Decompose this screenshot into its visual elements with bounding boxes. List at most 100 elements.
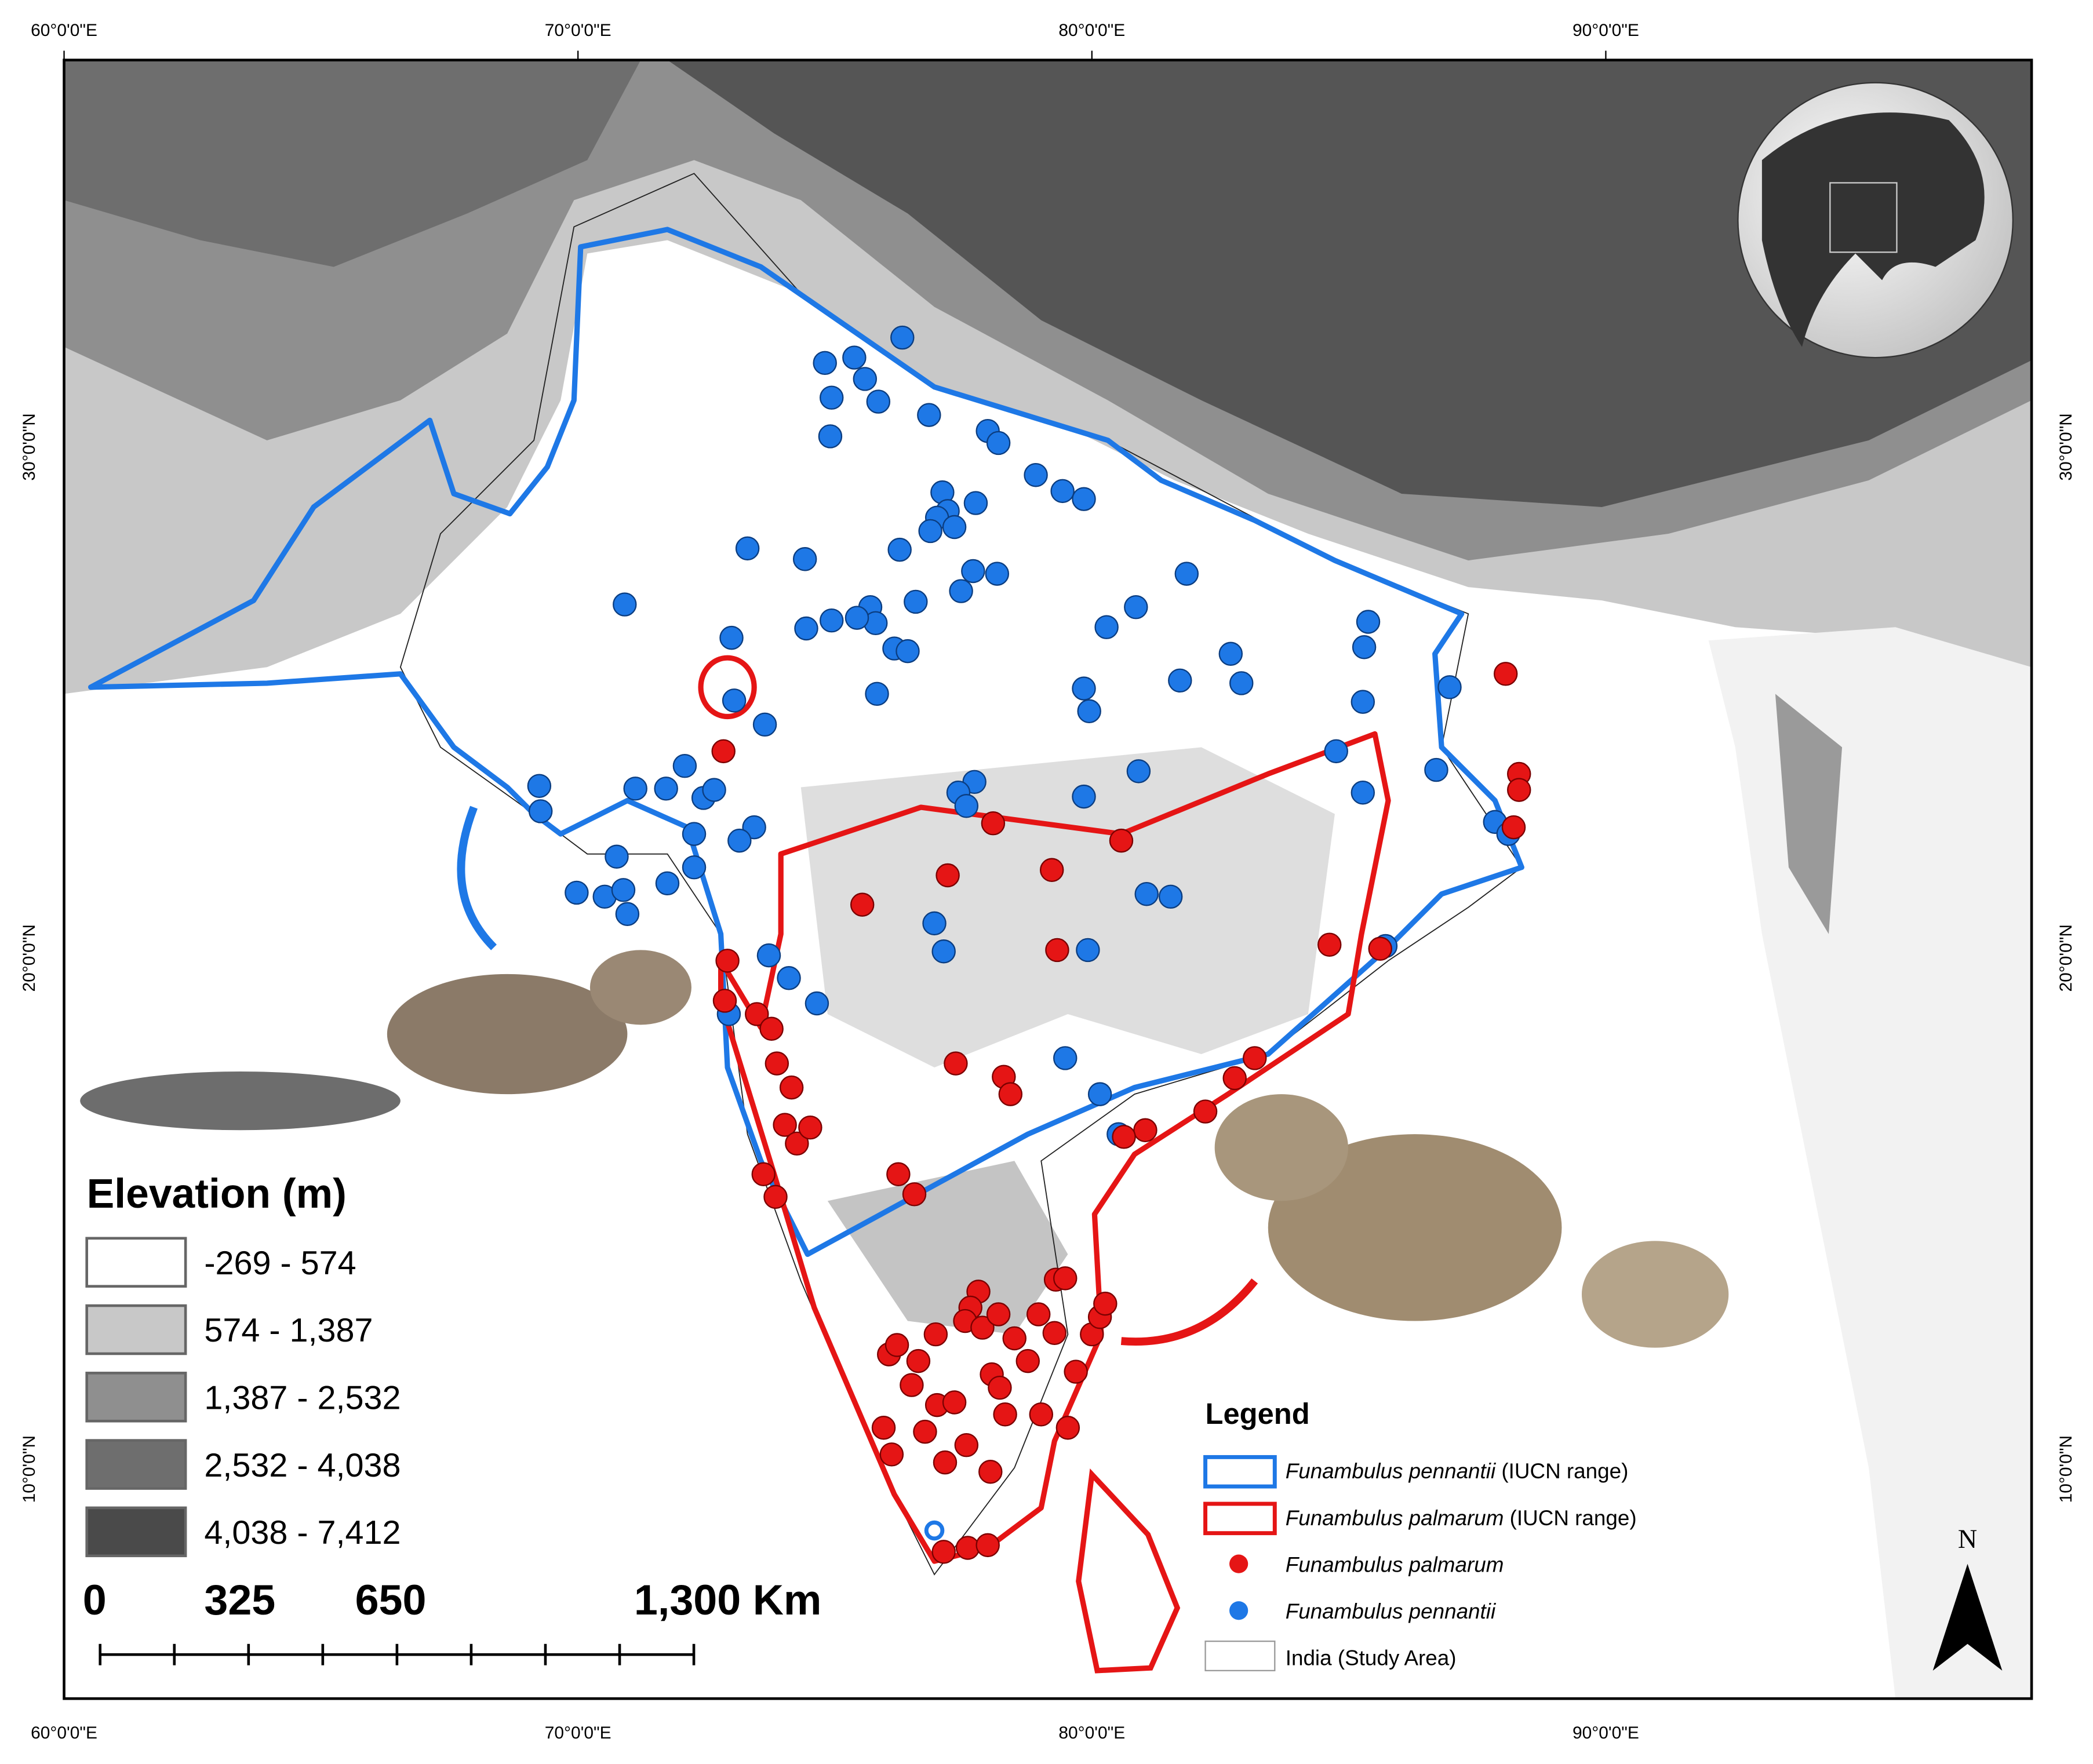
pennantii-point (527, 774, 552, 798)
legend-label: Funambulus pennantii (IUCN range) (1286, 1459, 1629, 1483)
pennantii-point (792, 547, 817, 571)
pennantii-point (917, 403, 941, 427)
pennantii-point (1050, 479, 1075, 504)
elevation-class: -269 - 574 (204, 1245, 356, 1282)
lon-label-top: 70°0'0"E (545, 21, 611, 40)
palmarum-point (850, 892, 875, 917)
pennantii-point (1072, 784, 1096, 809)
palmarum-range-small (698, 655, 757, 720)
palmarum-point (1064, 1360, 1088, 1384)
legend-species: Funambulus palmarum (1286, 1552, 1504, 1576)
pennantii-point (672, 753, 697, 778)
legend-label: Funambulus palmarum (IUCN range) (1286, 1506, 1637, 1530)
palmarum-point (1045, 938, 1069, 963)
pennantii-point (1352, 635, 1377, 659)
elevation-swatch (85, 1304, 187, 1355)
legend-species: Funambulus pennantii (1286, 1459, 1497, 1483)
pennantii-point (1077, 699, 1101, 723)
pennantii-point (1174, 562, 1199, 586)
palmarum-point (1053, 1266, 1078, 1291)
legend-note: (IUCN range) (1504, 1506, 1636, 1530)
palmarum-point (900, 1373, 924, 1397)
pennantii-point (866, 389, 891, 414)
palmarum-point (1002, 1326, 1027, 1351)
pennantii-point (1158, 884, 1183, 909)
pennantii-point (1134, 881, 1159, 906)
palmarum-point (1093, 1291, 1118, 1316)
pennantii-point (528, 799, 553, 823)
pennantii-point (1229, 671, 1254, 695)
palmarum-point (906, 1348, 931, 1373)
lat-label-right: 20°0'0"N (2056, 924, 2076, 992)
elevation-class: 4,038 - 7,412 (204, 1514, 401, 1551)
pennantii-point (722, 688, 747, 713)
palmarum-range-srilanka (1076, 1468, 1181, 1674)
globe-inset (1737, 82, 2014, 359)
lat-label-right: 10°0'0"N (2056, 1435, 2076, 1503)
pennantii-point (777, 966, 801, 990)
pennantii-point (615, 902, 640, 926)
pennantii-point (985, 562, 1010, 586)
pennantii-point (896, 639, 920, 664)
pennantii-point (922, 911, 947, 936)
pennantii-point (613, 592, 637, 617)
palmarum-point (715, 949, 740, 973)
palmarum-point (1501, 815, 1526, 840)
pennantii-point (820, 608, 844, 633)
squirrel-pennantii (80, 950, 691, 1131)
squirrel-palmarum (1214, 1094, 1729, 1348)
pennantii-point (853, 367, 878, 391)
palmarum-point (1493, 662, 1518, 686)
palmarum-point (933, 1450, 958, 1475)
legend-species: Funambulus palmarum (1286, 1506, 1504, 1530)
lon-label-bottom: 80°0'0"E (1058, 1723, 1125, 1743)
legend-title: Legend (1206, 1397, 1310, 1430)
elevation-class: 574 - 1,387 (204, 1312, 373, 1349)
pennantii-point (702, 778, 726, 802)
palmarum-point (955, 1536, 980, 1560)
pennantii-point (655, 871, 680, 896)
elevation-swatch (85, 1506, 187, 1558)
pennantii-point (623, 777, 647, 801)
pennantii-point (1351, 690, 1375, 714)
pennantii-point (654, 777, 678, 801)
pennantii-point (865, 681, 889, 706)
palmarum-point (988, 1375, 1012, 1400)
pennantii-point (756, 943, 781, 968)
lat-label-right: 30°0'0"N (2056, 413, 2076, 480)
palmarum-point (798, 1115, 822, 1140)
pennantii-point (1126, 759, 1151, 783)
palmarum-point (942, 1390, 967, 1415)
palmarum-point (1015, 1348, 1040, 1373)
pennantii-point (611, 878, 636, 902)
type-locality (924, 1520, 945, 1541)
pennantii-point (842, 345, 867, 370)
palmarum-point (763, 1184, 788, 1209)
palmarum-point (759, 1016, 784, 1041)
pennantii-point (1087, 1082, 1112, 1106)
palmarum-point (879, 1442, 904, 1467)
palmarum-point (913, 1419, 937, 1444)
pennantii-point (890, 325, 915, 350)
legend-note: (IUCN range) (1495, 1459, 1628, 1483)
legend-species: Funambulus pennantii (1286, 1599, 1497, 1623)
scale-label: 325 (204, 1576, 275, 1624)
pennantii-point (752, 712, 777, 737)
pennantii-point (1072, 676, 1096, 701)
palmarum-point (1029, 1402, 1054, 1427)
palmarum-point (931, 1540, 956, 1564)
pennantii-point (1072, 487, 1096, 511)
graticule-labels: 60°0'0"E 60°0'0"E 70°0'0"E 70°0'0"E 80°0'0"E… (20, 21, 2076, 1743)
palmarum-point (1243, 1046, 1267, 1070)
palmarum-point (1507, 778, 1531, 802)
pennantii-point (1094, 615, 1119, 639)
lat-label-left: 10°0'0"N (20, 1435, 39, 1503)
palmarum-point (975, 1533, 1000, 1558)
pennantii-point (805, 991, 829, 1016)
palmarum-point (1368, 936, 1392, 961)
palmarum-point (923, 1322, 948, 1347)
elevation-swatch (85, 1372, 187, 1423)
elevation-class: 1,387 - 2,532 (204, 1380, 401, 1417)
palmarum-point (902, 1182, 927, 1207)
palmarum-point (712, 989, 737, 1013)
